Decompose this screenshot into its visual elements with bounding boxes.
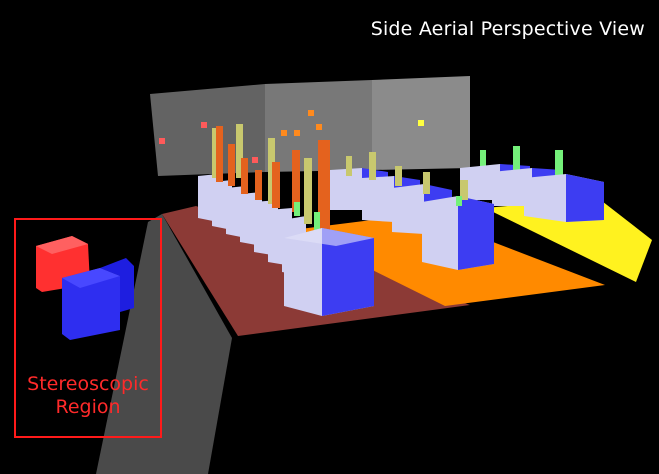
stereo-beam (96, 214, 232, 474)
data-bar (369, 152, 376, 180)
data-bar (460, 180, 468, 200)
panel-marker (294, 130, 300, 136)
panel-marker (418, 120, 424, 126)
data-bar (212, 128, 218, 178)
data-bar (480, 150, 486, 178)
stereoscopic-region-label: Stereoscopic Region (14, 373, 162, 419)
ground-plane-yellow (485, 198, 652, 282)
data-bar (272, 162, 280, 208)
cube-cluster-right (460, 146, 604, 222)
cube (330, 168, 362, 210)
cube (322, 228, 374, 316)
panel-marker (159, 138, 165, 144)
cube-cluster-middle (330, 152, 494, 270)
data-bar (314, 212, 320, 232)
blue-cube-top (62, 268, 120, 288)
data-bar (268, 138, 275, 204)
cube (566, 174, 604, 222)
stereoscopic-region-box (14, 218, 162, 438)
stereo-label-line2: Region (55, 396, 121, 418)
cube (492, 168, 532, 206)
data-bar (395, 166, 402, 186)
data-bar (292, 150, 300, 212)
panel-marker (252, 157, 258, 163)
blue-cube-side (100, 258, 134, 312)
data-bar (294, 202, 300, 216)
panel-marker (281, 130, 287, 136)
cube (460, 164, 500, 200)
cube (362, 176, 394, 222)
cube-cluster-left (198, 124, 374, 316)
cube (458, 196, 494, 270)
view-title: Side Aerial Perspective View (370, 18, 645, 40)
red-cube-top (36, 236, 88, 254)
data-bar (346, 156, 352, 176)
stereo-label-line1: Stereoscopic (27, 373, 149, 395)
data-bar (318, 140, 330, 232)
panel-marker (316, 124, 322, 130)
stereo-cubes (36, 236, 134, 340)
cube (284, 228, 374, 246)
data-bar (216, 126, 223, 182)
data-bar (241, 158, 248, 194)
panel-marker (201, 122, 207, 128)
panel-marker (308, 110, 314, 116)
data-bar (304, 158, 312, 224)
cube (392, 184, 424, 234)
data-bar (228, 144, 235, 186)
data-bar (423, 172, 430, 194)
data-bar (513, 146, 520, 178)
data-bar (456, 196, 462, 206)
data-bar (555, 150, 563, 184)
data-bar (236, 124, 243, 178)
data-bar (255, 170, 262, 200)
